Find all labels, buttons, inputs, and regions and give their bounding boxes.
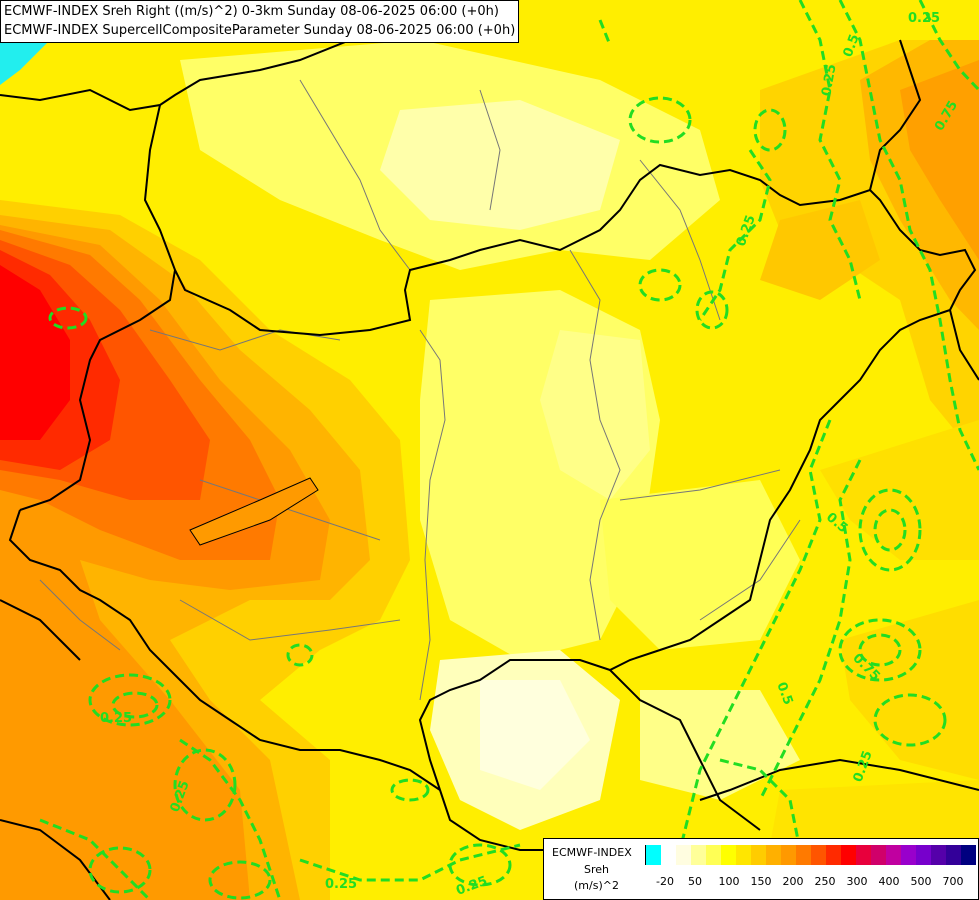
legend-swatch [646, 845, 661, 865]
legend-swatch [676, 845, 691, 865]
legend-swatch [886, 845, 901, 865]
legend-swatch [766, 845, 781, 865]
contour-label: 0.25 [819, 63, 839, 97]
legend-swatch [796, 845, 811, 865]
legend-swatch [916, 845, 931, 865]
legend-swatch [841, 845, 856, 865]
title-line-1: ECMWF-INDEX Sreh Right ((m/s)^2) 0-3km S… [4, 4, 499, 19]
contour-label: 0.25 [908, 11, 940, 26]
legend-swatch [901, 845, 916, 865]
legend-tick-label: 250 [814, 875, 836, 888]
legend-swatch [721, 845, 736, 865]
legend-tick-label: 400 [878, 875, 900, 888]
legend-swatch [856, 845, 871, 865]
legend-tick-label: 700 [942, 875, 964, 888]
legend-model: ECMWF-INDEX [552, 846, 632, 859]
legend-swatch [871, 845, 886, 865]
legend-swatch [736, 845, 751, 865]
sreh-field-pale [180, 40, 800, 830]
legend-tick-label: 100 [718, 875, 740, 888]
legend-swatch [751, 845, 766, 865]
sreh-field-high [0, 200, 410, 900]
legend-swatch [826, 845, 841, 865]
legend-tick-label: 300 [846, 875, 868, 888]
legend-ticks: -20 50 100 150 200 250 300 400 500 700 [645, 875, 975, 889]
contour-label: 0.25 [100, 711, 132, 726]
legend-swatch [961, 845, 976, 865]
legend-tick-label: 150 [750, 875, 772, 888]
rivers [39, 79, 801, 701]
legend-tick-label: 500 [910, 875, 932, 888]
sreh-field-east [760, 40, 979, 900]
legend-swatch [691, 845, 706, 865]
legend-swatch [781, 845, 796, 865]
legend-swatch [706, 845, 721, 865]
legend-swatch [811, 845, 826, 865]
legend-tick-label: -20 [656, 875, 674, 888]
legend-tick-label: 50 [688, 875, 702, 888]
color-legend: ECMWF-INDEX Sreh (m/s)^2 -20 50 100 150 200 2… [543, 838, 979, 900]
legend-variable: Sreh [584, 863, 610, 876]
legend-swatch [946, 845, 961, 865]
legend-swatch [661, 845, 676, 865]
legend-swatch [931, 845, 946, 865]
scp-contours [39, 0, 979, 900]
contour-label: 0.5 [841, 32, 863, 59]
map-title: ECMWF-INDEX Sreh Right ((m/s)^2) 0-3km S… [0, 0, 520, 43]
legend-unit: (m/s)^2 [574, 879, 619, 892]
legend-swatches [645, 845, 976, 865]
lake [189, 477, 319, 546]
legend-tick-label: 200 [782, 875, 804, 888]
contour-label: 0.25 [325, 877, 357, 892]
title-line-2: ECMWF-INDEX SupercellCompositeParameter … [4, 23, 516, 38]
contour-label: 0.5 [773, 680, 795, 707]
